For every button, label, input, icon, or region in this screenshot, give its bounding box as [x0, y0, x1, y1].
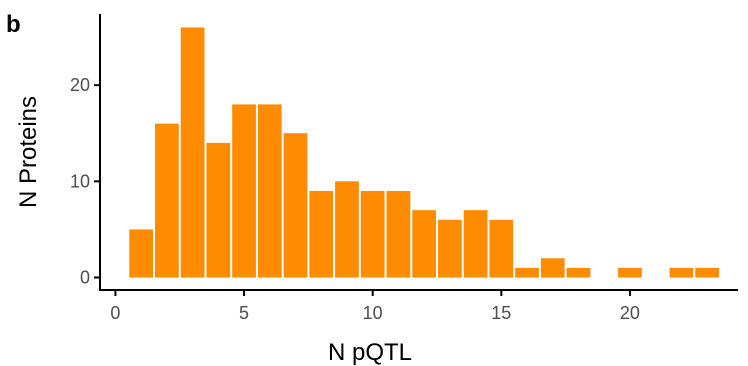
bar-8 [309, 190, 334, 278]
bar-5 [232, 104, 256, 278]
bar-12 [412, 210, 437, 278]
y-axis-ticks: 0 10 20 [70, 75, 100, 287]
bar-14 [463, 210, 488, 278]
x-tick-label: 20 [620, 303, 640, 323]
y-tick-label: 10 [70, 171, 90, 191]
bar-13 [438, 219, 462, 278]
x-axis-title: N pQTL [328, 339, 412, 366]
y-tick-label: 0 [80, 267, 90, 287]
bars-group [129, 27, 719, 278]
bar-2 [155, 123, 179, 278]
x-tick-label: 15 [491, 303, 511, 323]
y-axis-title: N Proteins [15, 96, 42, 208]
bar-10 [360, 190, 385, 278]
bar-1 [129, 229, 154, 278]
bar-11 [386, 190, 411, 278]
bar-3 [180, 27, 205, 278]
bar-22 [669, 267, 694, 278]
x-axis-ticks: 0 5 10 15 20 [110, 290, 640, 323]
bar-6 [257, 104, 282, 278]
bar-23 [695, 267, 719, 278]
bar-9 [335, 181, 359, 278]
x-tick-label: 5 [239, 303, 249, 323]
bar-17 [540, 258, 565, 278]
panel-label: b [6, 11, 21, 38]
bar-15 [489, 219, 514, 278]
y-tick-label: 20 [70, 75, 90, 95]
bar-4 [206, 142, 231, 278]
bar-20 [618, 267, 642, 278]
bar-18 [566, 267, 591, 278]
bar-16 [515, 267, 539, 278]
x-tick-label: 0 [110, 303, 120, 323]
x-tick-label: 10 [363, 303, 383, 323]
bar-7 [283, 133, 308, 278]
